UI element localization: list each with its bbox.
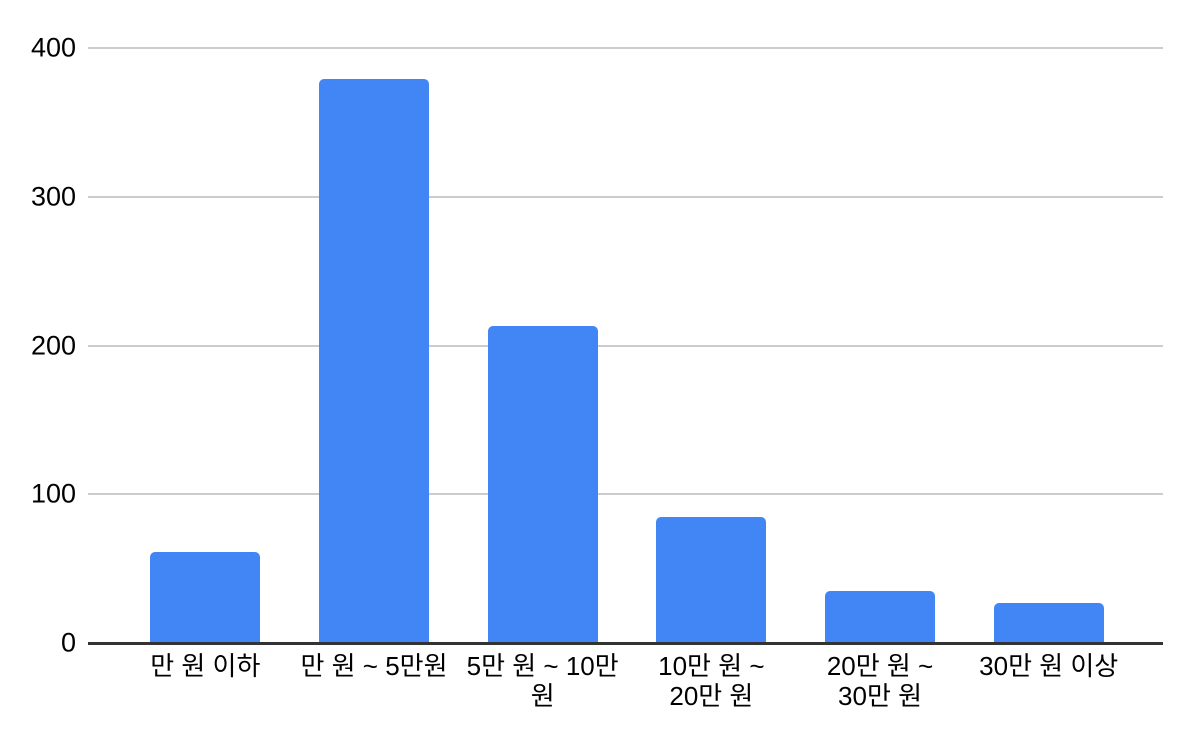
bar-band [290, 48, 459, 643]
bar [150, 552, 261, 643]
x-tick-label: 30만 원 이상 [979, 651, 1119, 681]
gridline [88, 195, 1163, 198]
y-tick-label: 300 [30, 181, 76, 212]
bar [825, 590, 936, 643]
bars-container [121, 48, 1133, 643]
y-axis: 0 100 200 300 400 [0, 33, 76, 658]
x-axis-line [88, 642, 1163, 645]
bar [656, 516, 767, 643]
x-tick-label: 만 원 ~ 5만원 [300, 651, 448, 681]
bar-band [627, 48, 796, 643]
gridline [88, 493, 1163, 496]
bar-band [964, 48, 1133, 643]
x-tick-label: 만 원 이하 [150, 651, 261, 681]
x-tick-label: 5만 원 ~ 10만 원 [466, 651, 619, 711]
bar [993, 602, 1104, 643]
bar-band [121, 48, 290, 643]
y-tick-label: 400 [30, 32, 76, 63]
gridline [88, 344, 1163, 347]
bar-band [796, 48, 965, 643]
bar [319, 79, 429, 643]
plot-area [88, 47, 1163, 645]
gridline [88, 47, 1163, 49]
x-axis: 만 원 이하 만 원 ~ 5만원 5만 원 ~ 10만 원 10만 원 ~ 20만 원… [121, 651, 1133, 711]
y-tick-label: 200 [30, 330, 76, 360]
x-tick-label: 10만 원 ~ 20만 원 [658, 651, 765, 711]
bar-band [458, 48, 627, 643]
bar [487, 326, 598, 643]
x-tick-label: 20만 원 ~ 30만 원 [826, 651, 934, 711]
y-tick-label: 0 [60, 627, 76, 658]
y-tick-label: 100 [30, 478, 76, 509]
